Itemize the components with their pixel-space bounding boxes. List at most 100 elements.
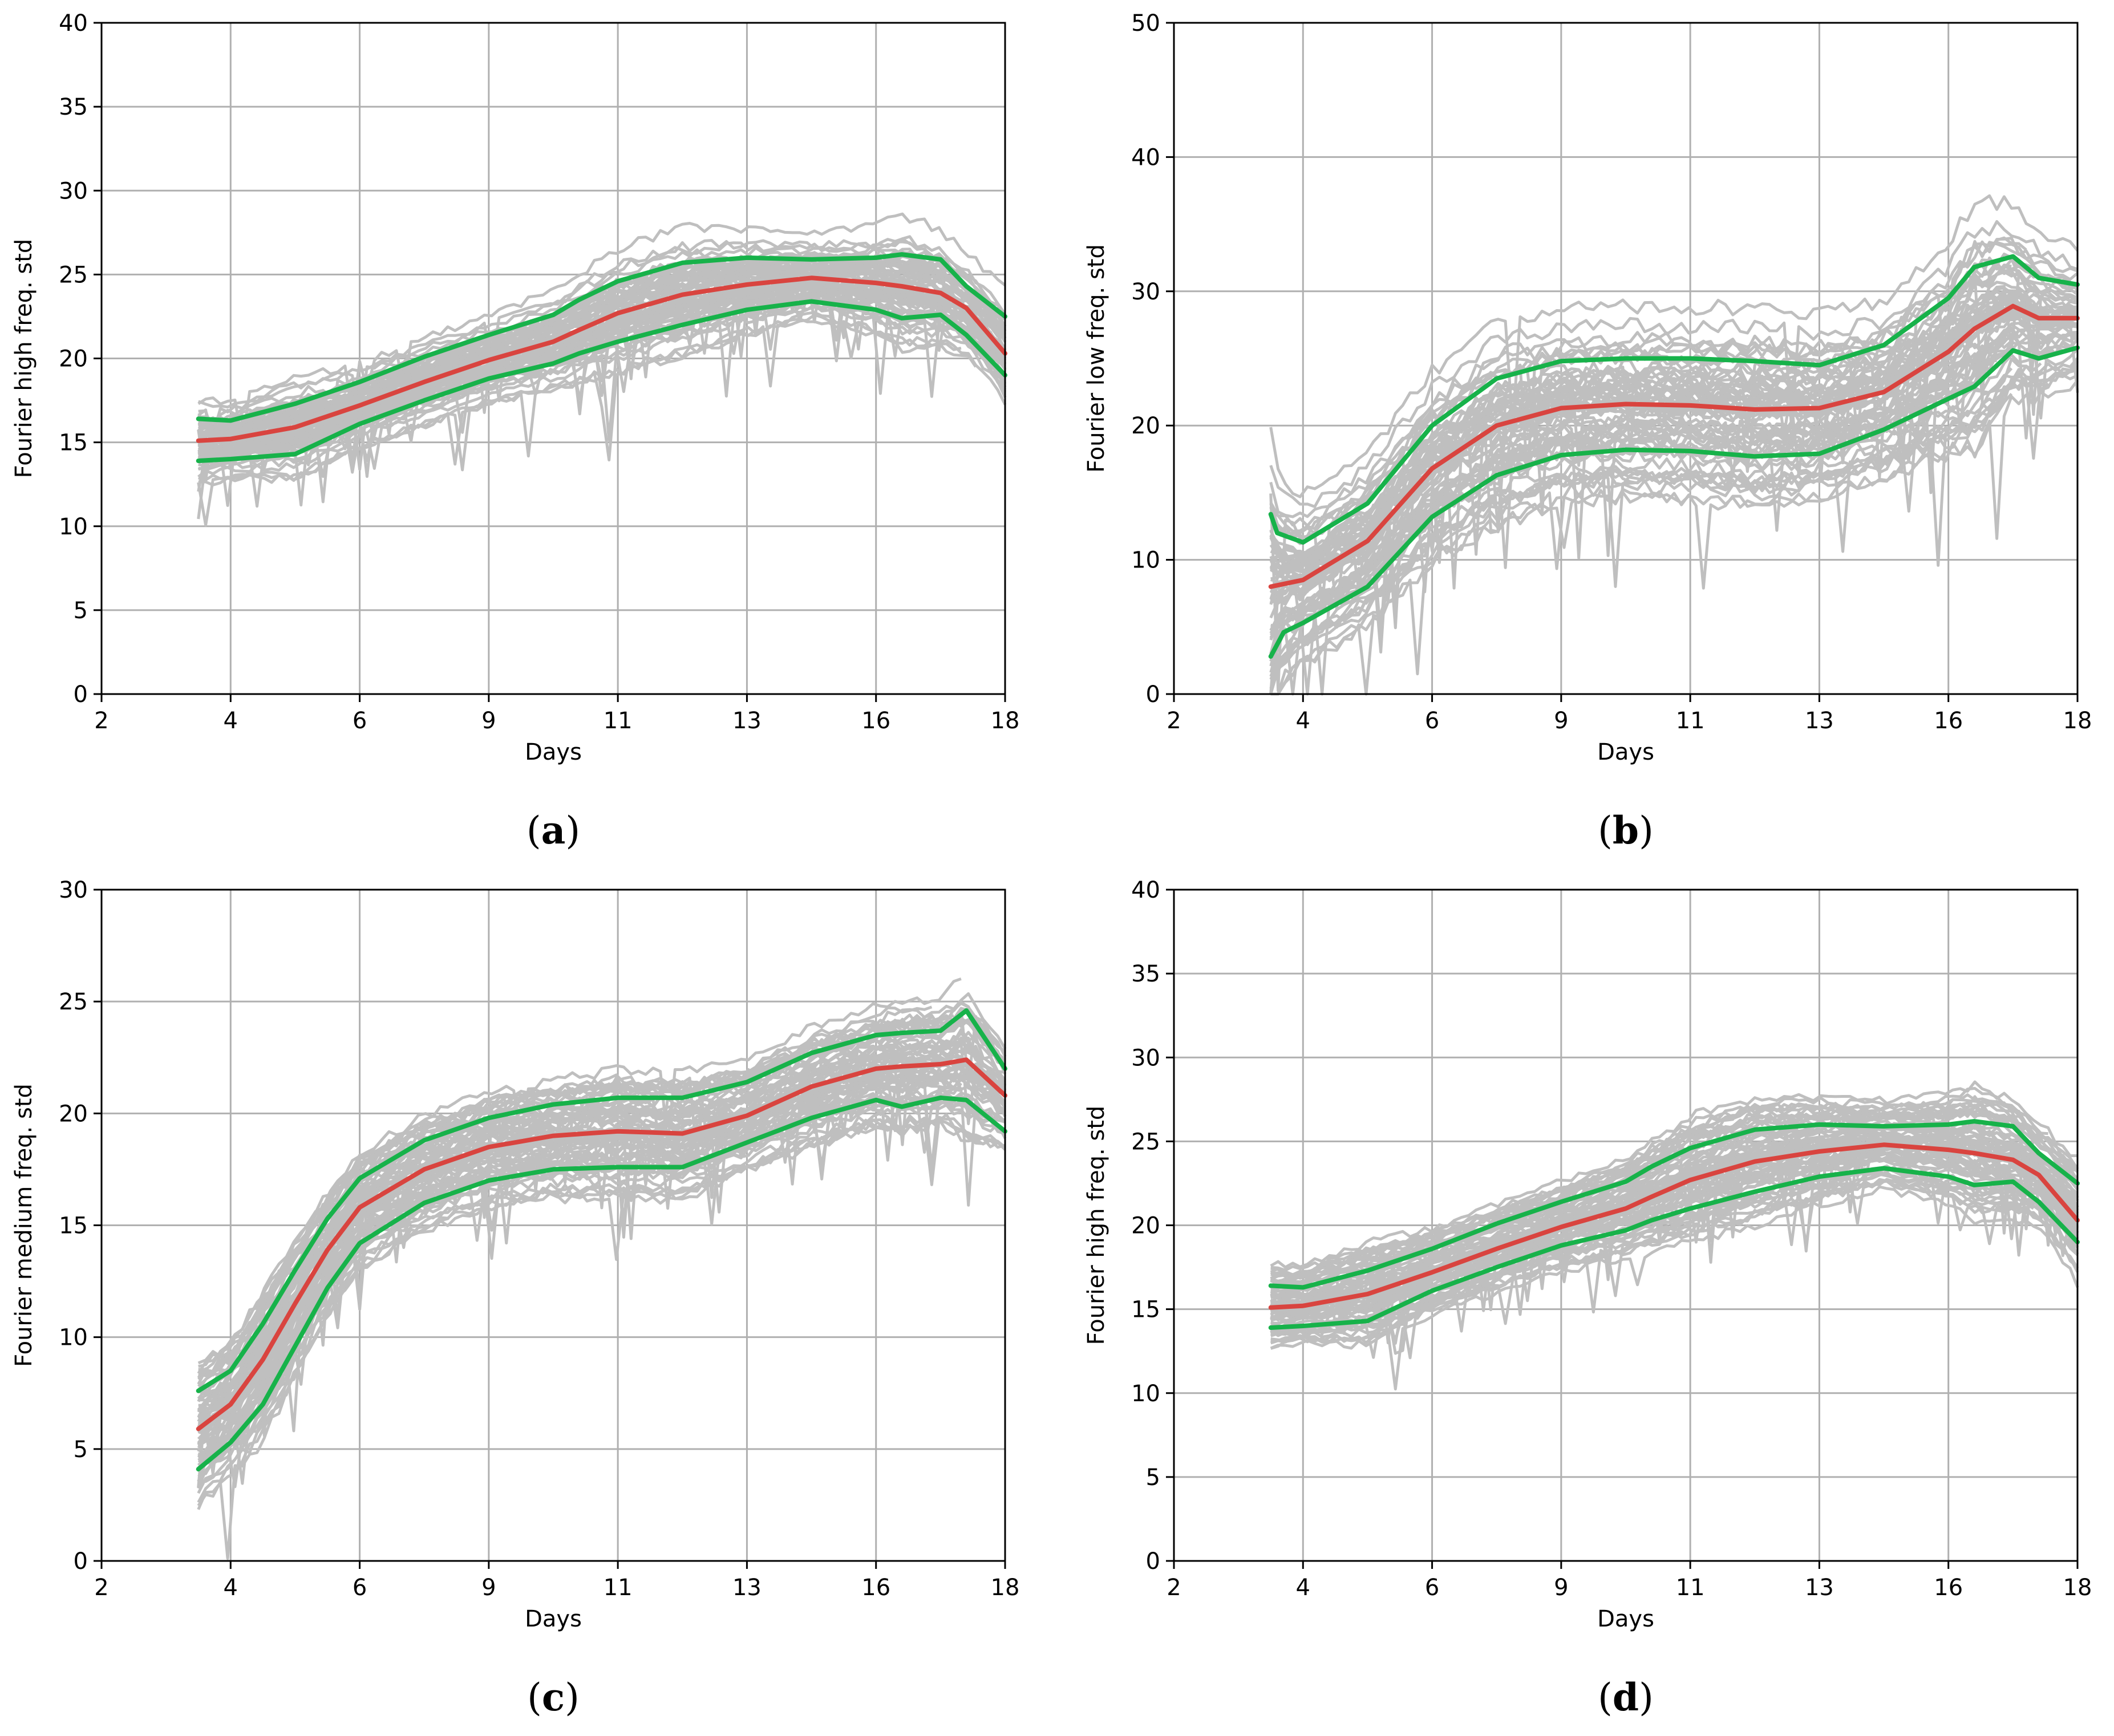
y-tick-label: 20	[59, 346, 88, 372]
x-tick-label: 6	[353, 708, 367, 734]
series-line-median	[1268, 303, 2080, 589]
y-tick-label: 20	[59, 1101, 88, 1127]
y-tick-label: 25	[59, 989, 88, 1015]
x-tick-label: 13	[732, 708, 762, 734]
grid	[100, 889, 1006, 1562]
chart-a: 2 4 6 9 11 13 16 18 0 5 10 15 20 25 30 35 40 Days Fourier …	[11, 10, 1020, 853]
series	[196, 252, 1007, 463]
x-tick-label: 6	[1425, 708, 1439, 734]
individual-curve	[1270, 1135, 2050, 1309]
individual-curve	[197, 265, 1007, 439]
individual-curve	[197, 283, 969, 478]
individual-curve	[1270, 290, 2079, 569]
y-tick-label: 20	[1131, 413, 1160, 439]
individual-curves	[197, 212, 1007, 527]
individual-curve	[1270, 1173, 2035, 1342]
individual-curve	[1269, 220, 2078, 508]
series-line-upper	[196, 252, 1007, 423]
individual-curve	[1270, 1104, 2035, 1285]
x-tick-label: 2	[1167, 1575, 1181, 1601]
y-tick-label: 25	[1131, 1129, 1160, 1155]
x-tick-label: 9	[481, 1575, 496, 1601]
series	[1268, 1119, 2080, 1330]
series-line-lower	[1268, 345, 2080, 659]
series-line-upper	[196, 1008, 1007, 1393]
panel-caption: (b)	[1598, 808, 1654, 853]
series	[196, 1008, 1007, 1472]
individual-curve	[198, 1036, 1007, 1402]
x-axis-label: Days	[525, 739, 582, 765]
y-tick-label: 25	[59, 262, 88, 288]
x-tick-label: 4	[224, 1575, 238, 1601]
panel-b: 2 4 6 9 11 13 16 18 0 10 20 30 40 50 Days Fourier low f…	[1072, 0, 2114, 869]
individual-curve	[197, 240, 1007, 463]
panel-caption: (c)	[527, 1675, 580, 1719]
chart-c: 2 4 6 9 11 13 16 18 0 5 10 15 20 25 30 Days Fourier medi…	[11, 877, 1020, 1719]
x-tick-label: 13	[732, 1575, 762, 1601]
series-line-lower	[1268, 1166, 2080, 1330]
x-tick-label: 18	[2063, 708, 2092, 734]
y-tick-label: 15	[59, 1213, 88, 1239]
y-tick-label: 0	[74, 682, 88, 708]
y-tick-label: 10	[59, 514, 88, 540]
individual-curve	[1269, 299, 2020, 597]
individual-curve	[197, 212, 1006, 445]
individual-curve	[197, 263, 1006, 431]
individual-curve	[197, 1007, 1006, 1388]
individual-curve	[1270, 1185, 2079, 1391]
series	[1268, 254, 2080, 659]
x-tick-label: 9	[481, 708, 496, 734]
y-tick-label: 5	[74, 598, 88, 624]
x-tick-label: 4	[1296, 708, 1310, 734]
x-tick-label: 6	[1425, 1575, 1439, 1601]
individual-curve	[1270, 1157, 2079, 1324]
individual-curve	[197, 267, 955, 440]
y-tick-label: 50	[1131, 10, 1160, 36]
series-line-lower	[196, 1095, 1007, 1472]
y-axis-label: Fourier high freq. std	[1083, 1106, 1109, 1345]
individual-curve	[197, 287, 1006, 455]
individual-curve	[1270, 377, 2050, 696]
individual-curve	[1270, 295, 2079, 593]
x-tick-label: 2	[94, 708, 108, 734]
y-tick-label: 0	[74, 1548, 88, 1575]
x-tick-label: 4	[1296, 1575, 1310, 1601]
x-tick-label: 9	[1554, 708, 1568, 734]
individual-curve	[1270, 1178, 2079, 1345]
x-tick-label: 11	[1676, 1575, 1705, 1601]
x-tick-label: 18	[2063, 1575, 2092, 1601]
x-tick-label: 11	[604, 1575, 633, 1601]
individual-curve	[1270, 379, 2079, 696]
series-line-median	[196, 1057, 1007, 1431]
x-axis-label: Days	[1597, 1606, 1654, 1632]
x-tick-label: 16	[861, 708, 890, 734]
y-axis-label: Fourier high freq. std	[11, 239, 37, 478]
y-tick-label: 40	[1131, 144, 1160, 171]
individual-curve	[1270, 1149, 1998, 1313]
x-tick-label: 18	[991, 1575, 1020, 1601]
x-tick-label: 11	[1676, 708, 1705, 734]
individual-curve	[198, 280, 1006, 446]
y-tick-label: 10	[1131, 1381, 1160, 1407]
series-line-median	[1268, 1142, 2080, 1310]
individual-curve	[1269, 366, 2079, 695]
individual-curves	[1269, 194, 2079, 696]
series-line-upper	[1268, 254, 2080, 545]
individual-curve	[1269, 236, 2078, 609]
y-tick-label: 5	[74, 1437, 88, 1463]
y-tick-label: 35	[1131, 961, 1160, 987]
x-tick-label: 2	[94, 1575, 108, 1601]
y-axis-label: Fourier medium freq. std	[11, 1084, 37, 1367]
series-line-lower	[196, 299, 1007, 463]
y-tick-label: 15	[59, 430, 88, 456]
y-tick-label: 30	[59, 178, 88, 204]
individual-curve	[197, 1081, 962, 1462]
x-tick-label: 18	[991, 708, 1020, 734]
series-line-median	[196, 275, 1007, 443]
y-tick-label: 0	[1146, 682, 1160, 708]
x-tick-label: 9	[1554, 1575, 1568, 1601]
y-tick-label: 20	[1131, 1213, 1160, 1239]
individual-curve	[198, 303, 1007, 468]
y-tick-label: 0	[1146, 1548, 1160, 1575]
y-tick-label: 30	[1131, 1045, 1160, 1071]
